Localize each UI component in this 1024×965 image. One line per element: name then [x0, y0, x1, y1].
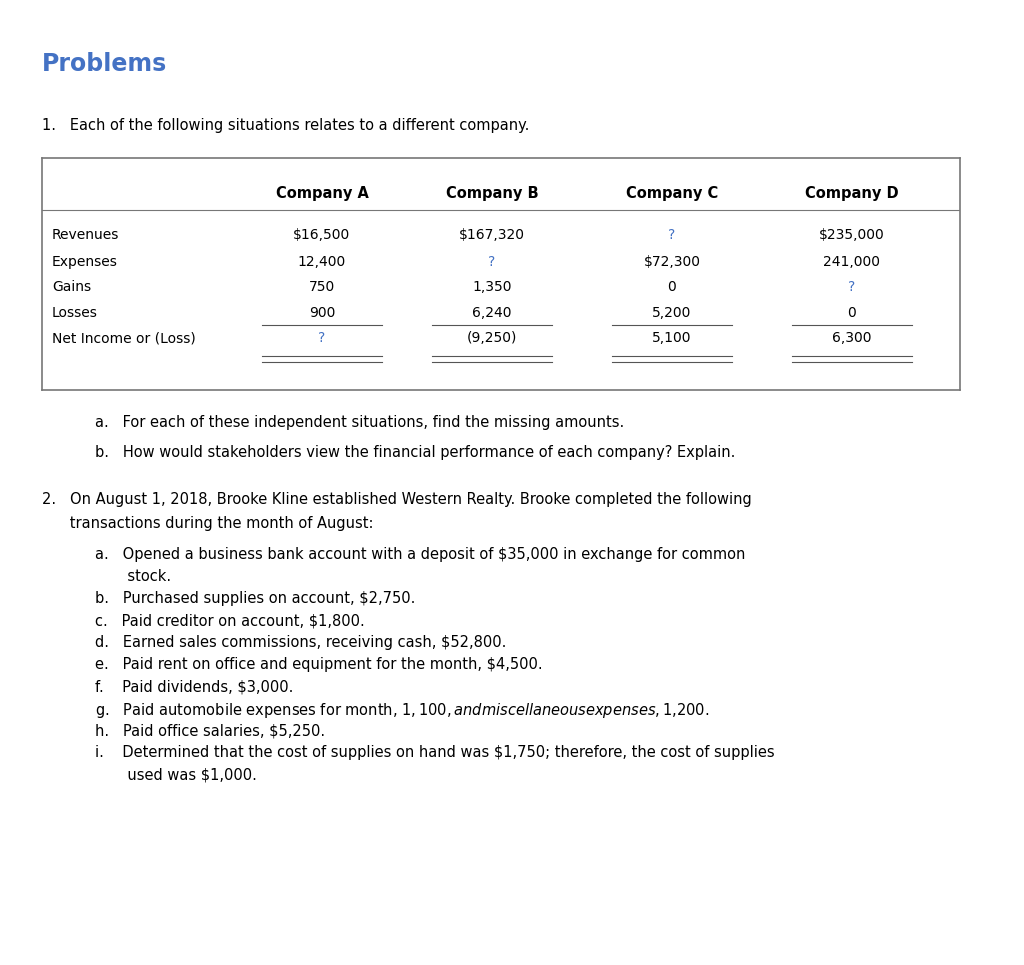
Text: b.   Purchased supplies on account, $2,750.: b. Purchased supplies on account, $2,750… [95, 591, 416, 606]
Text: c.   Paid creditor on account, $1,800.: c. Paid creditor on account, $1,800. [95, 613, 365, 628]
Text: i.    Determined that the cost of supplies on hand was $1,750; therefore, the co: i. Determined that the cost of supplies … [95, 745, 774, 760]
Text: $16,500: $16,500 [293, 228, 350, 242]
Text: 0: 0 [668, 280, 677, 294]
Text: Gains: Gains [52, 280, 91, 294]
Text: d.   Earned sales commissions, receiving cash, $52,800.: d. Earned sales commissions, receiving c… [95, 635, 507, 650]
Text: Company C: Company C [626, 186, 718, 201]
Text: 12,400: 12,400 [298, 255, 346, 269]
Text: 1.   Each of the following situations relates to a different company.: 1. Each of the following situations rela… [42, 118, 529, 133]
Text: 0: 0 [848, 306, 856, 320]
Text: ?: ? [669, 228, 676, 242]
Text: 6,300: 6,300 [833, 331, 871, 345]
Text: Company D: Company D [805, 186, 899, 201]
Text: 2.   On August 1, 2018, Brooke Kline established Western Realty. Brooke complete: 2. On August 1, 2018, Brooke Kline estab… [42, 492, 752, 507]
Text: 241,000: 241,000 [823, 255, 881, 269]
Text: 1,350: 1,350 [472, 280, 512, 294]
Text: f.    Paid dividends, $3,000.: f. Paid dividends, $3,000. [95, 679, 293, 694]
Text: $167,320: $167,320 [459, 228, 525, 242]
Text: Company A: Company A [275, 186, 369, 201]
Text: stock.: stock. [95, 569, 171, 584]
Text: Problems: Problems [42, 52, 167, 76]
Text: Expenses: Expenses [52, 255, 118, 269]
Text: 5,100: 5,100 [652, 331, 692, 345]
Text: used was $1,000.: used was $1,000. [95, 767, 257, 782]
Text: ?: ? [848, 280, 856, 294]
Text: Company B: Company B [445, 186, 539, 201]
Text: 900: 900 [309, 306, 335, 320]
Text: b.   How would stakeholders view the financial performance of each company? Expl: b. How would stakeholders view the finan… [95, 445, 735, 460]
Text: 5,200: 5,200 [652, 306, 691, 320]
Text: Revenues: Revenues [52, 228, 120, 242]
Text: ?: ? [318, 331, 326, 345]
Text: a.   For each of these independent situations, find the missing amounts.: a. For each of these independent situati… [95, 415, 625, 430]
Text: Losses: Losses [52, 306, 98, 320]
Text: e.   Paid rent on office and equipment for the month, $4,500.: e. Paid rent on office and equipment for… [95, 657, 543, 672]
Text: 6,240: 6,240 [472, 306, 512, 320]
Text: a.   Opened a business bank account with a deposit of $35,000 in exchange for co: a. Opened a business bank account with a… [95, 547, 745, 562]
Text: (9,250): (9,250) [467, 331, 517, 345]
Text: ?: ? [488, 255, 496, 269]
Text: Net Income or (Loss): Net Income or (Loss) [52, 331, 196, 345]
Text: 750: 750 [309, 280, 335, 294]
Text: $72,300: $72,300 [643, 255, 700, 269]
Text: h.   Paid office salaries, $5,250.: h. Paid office salaries, $5,250. [95, 723, 326, 738]
Text: transactions during the month of August:: transactions during the month of August: [42, 516, 374, 531]
Text: $235,000: $235,000 [819, 228, 885, 242]
Text: g.   Paid automobile expenses for month, $1,100, and miscellaneous expenses, $1,: g. Paid automobile expenses for month, $… [95, 701, 710, 720]
